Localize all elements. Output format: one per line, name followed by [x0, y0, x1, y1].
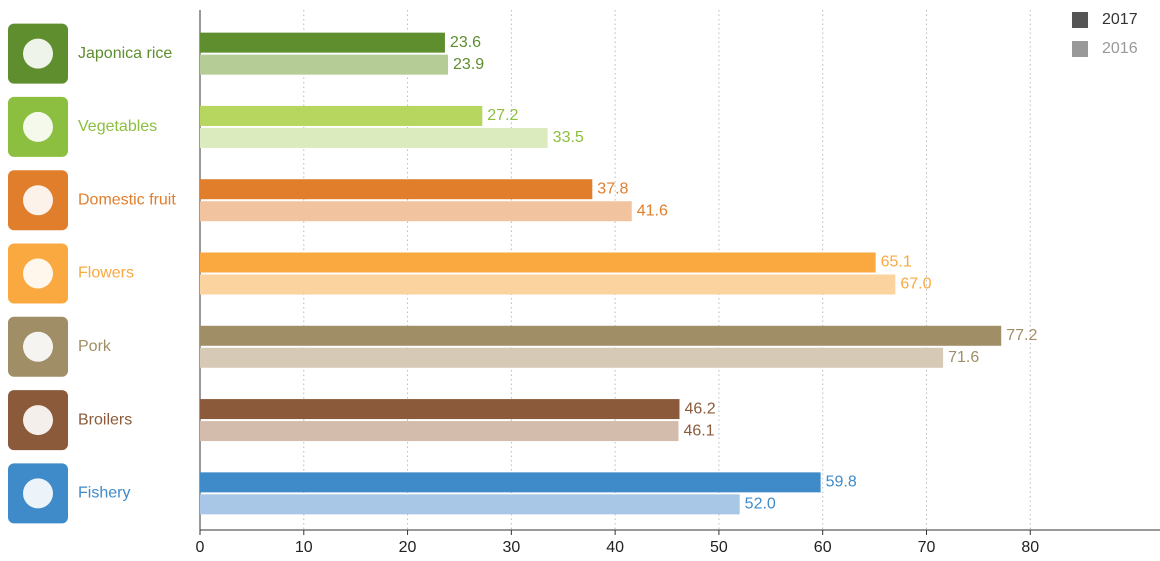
bar: [200, 325, 1002, 346]
category-label: Domestic fruit: [78, 191, 176, 208]
category-label: Broilers: [78, 411, 132, 428]
icon-glyph: [23, 405, 53, 436]
bar: [200, 54, 449, 75]
legend-label: 2016: [1102, 40, 1138, 57]
legend-swatch: [1072, 12, 1088, 28]
x-tick-label: 0: [196, 539, 205, 556]
bar: [200, 32, 445, 53]
x-tick-label: 70: [918, 539, 936, 556]
value-label: 27.2: [487, 107, 518, 124]
value-label: 33.5: [553, 129, 584, 146]
icon-glyph: [23, 478, 53, 509]
icon-glyph: [23, 331, 53, 362]
bar: [200, 252, 876, 273]
x-tick-label: 80: [1021, 539, 1039, 556]
category-label: Japonica rice: [78, 45, 172, 62]
bar: [200, 472, 821, 493]
bar: [200, 105, 483, 126]
value-label: 65.1: [881, 254, 912, 271]
icon-glyph: [23, 185, 53, 216]
value-label: 59.8: [826, 474, 857, 491]
x-tick-label: 60: [814, 539, 832, 556]
category-label: Pork: [78, 338, 112, 355]
value-label: 23.9: [453, 56, 484, 73]
icon-glyph: [23, 38, 53, 69]
value-label: 46.1: [683, 422, 714, 439]
category-label: Vegetables: [78, 118, 157, 135]
bar: [200, 127, 548, 148]
x-tick-label: 50: [710, 539, 728, 556]
bar: [200, 494, 740, 515]
x-tick-label: 40: [606, 539, 624, 556]
bar: [200, 421, 679, 442]
icon-glyph: [23, 258, 53, 289]
x-tick-label: 30: [502, 539, 520, 556]
bar: [200, 201, 632, 222]
icon-glyph: [23, 111, 53, 142]
x-tick-label: 10: [295, 539, 313, 556]
category-label: Fishery: [78, 485, 130, 502]
bar: [200, 399, 680, 420]
value-label: 37.8: [597, 180, 628, 197]
value-label: 67.0: [900, 276, 931, 293]
value-label: 77.2: [1006, 327, 1037, 344]
legend-swatch: [1072, 41, 1088, 57]
category-label: Flowers: [78, 265, 134, 282]
bar: [200, 274, 896, 295]
value-label: 52.0: [745, 496, 776, 513]
value-label: 41.6: [637, 202, 668, 219]
bar: [200, 347, 944, 368]
bar: [200, 179, 593, 200]
value-label: 71.6: [948, 349, 979, 366]
legend-label: 2017: [1102, 11, 1138, 28]
value-label: 46.2: [684, 400, 715, 417]
x-tick-label: 20: [399, 539, 417, 556]
value-label: 23.6: [450, 34, 481, 51]
